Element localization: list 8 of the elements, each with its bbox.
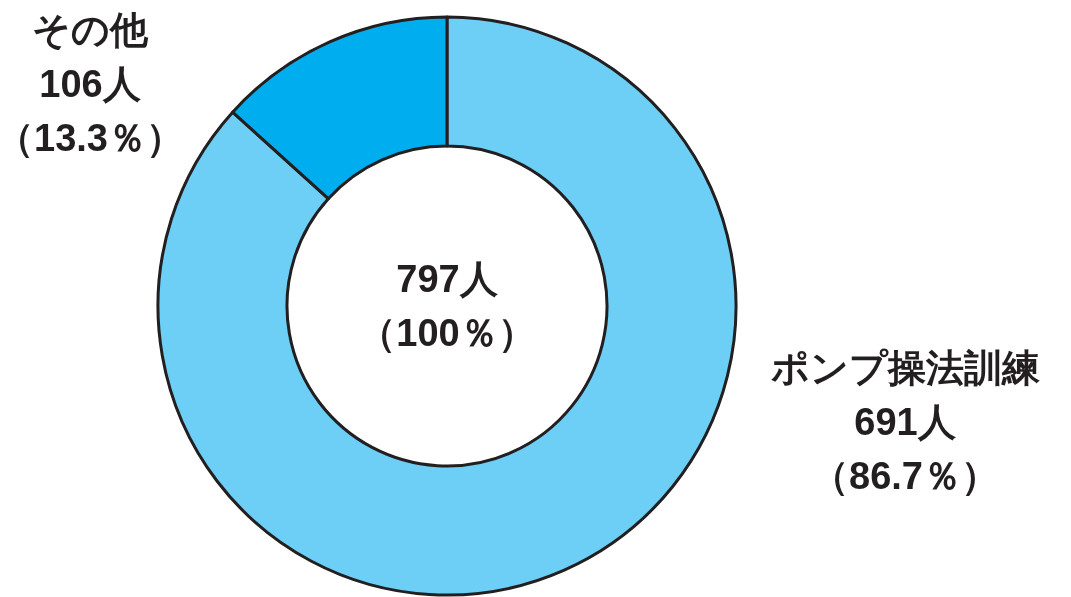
slice-label: ポンプ操法訓練 <box>770 347 1040 390</box>
data-label: 691人 <box>854 401 956 444</box>
slice-label: その他 <box>32 9 149 52</box>
text: 797人 <box>396 258 498 301</box>
text: （100％） <box>358 312 536 355</box>
text: （86.7％） <box>811 455 999 498</box>
data-label: 106人 <box>39 63 141 106</box>
text: （13.3％） <box>0 117 184 160</box>
